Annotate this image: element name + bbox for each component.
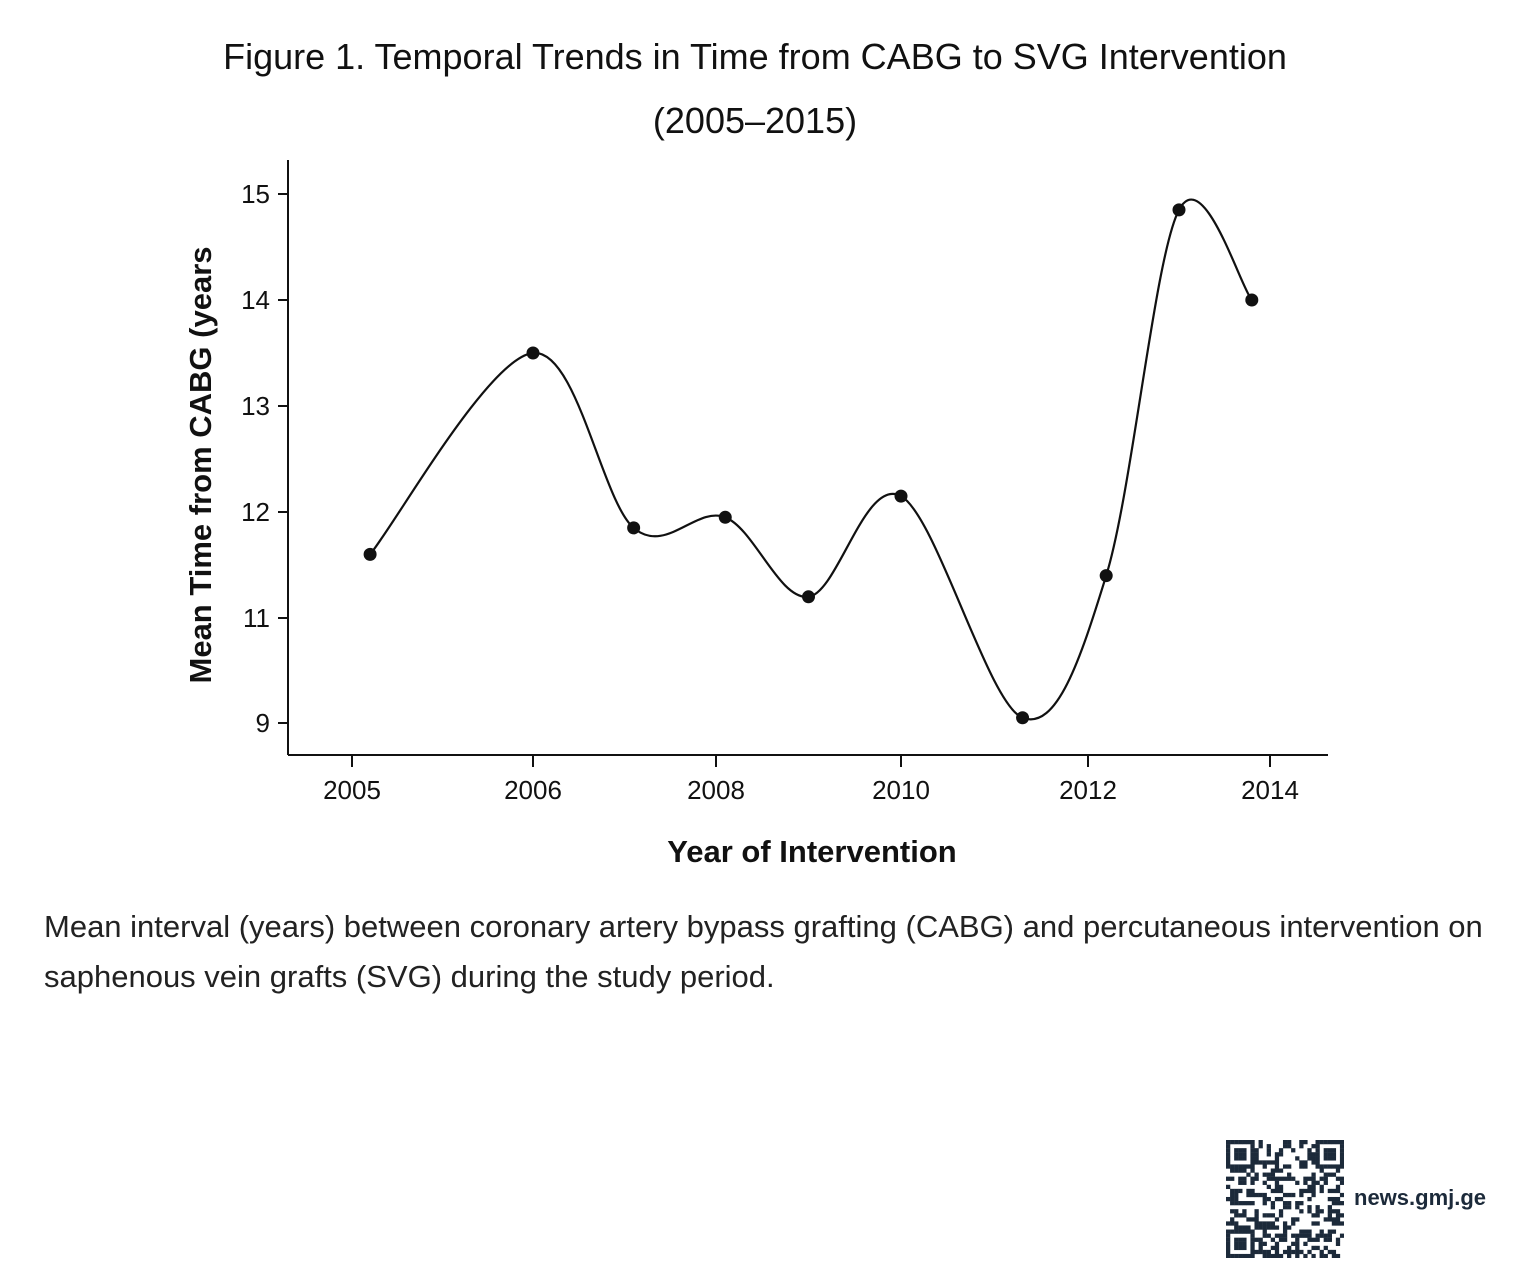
x-tick-label: 2008 [687, 775, 745, 805]
y-tick-label: 12 [241, 497, 270, 527]
y-tick-label: 15 [241, 179, 270, 209]
data-point [526, 346, 540, 360]
figure-caption: Mean interval (years) between coronary a… [44, 909, 1483, 994]
axes [278, 160, 1328, 767]
y-tick-label: 11 [243, 603, 270, 633]
chart-title: Figure 1. Temporal Trends in Time from C… [223, 36, 1287, 77]
x-tick-label: 2006 [504, 775, 562, 805]
tick-labels: 9 11 12 13 14 15 2005 2006 2008 2010 2012 2014 [241, 179, 1299, 805]
x-tick-label: 2014 [1241, 775, 1299, 805]
x-tick-label: 2005 [323, 775, 381, 805]
line-chart: 9 11 12 13 14 15 2005 2006 2008 2010 2012 2014 Year… [183, 160, 1328, 869]
x-tick-label: 2012 [1059, 775, 1117, 805]
data-point [363, 547, 377, 561]
chart-subtitle: (2005–2015) [652, 100, 858, 141]
y-axis-label: Mean Time from CABG (years [183, 247, 218, 684]
y-tick-label: 14 [241, 285, 270, 315]
data-point [1245, 293, 1259, 307]
plot-area [363, 198, 1259, 725]
x-tick-label: 2010 [872, 775, 930, 805]
x-axis-label: Year of Intervention [667, 834, 956, 869]
brand-link[interactable]: news.gmj.ge [1354, 1185, 1487, 1210]
qr-code-icon [1226, 1140, 1344, 1258]
data-point [894, 489, 908, 503]
y-tick-label: 9 [256, 708, 270, 738]
series-line [369, 198, 1253, 721]
data-point [1099, 569, 1113, 583]
data-point [802, 590, 815, 604]
data-point [627, 521, 641, 535]
data-point [718, 510, 732, 524]
data-point [1172, 203, 1186, 217]
y-tick-label: 13 [241, 391, 270, 421]
data-point [1016, 711, 1030, 725]
